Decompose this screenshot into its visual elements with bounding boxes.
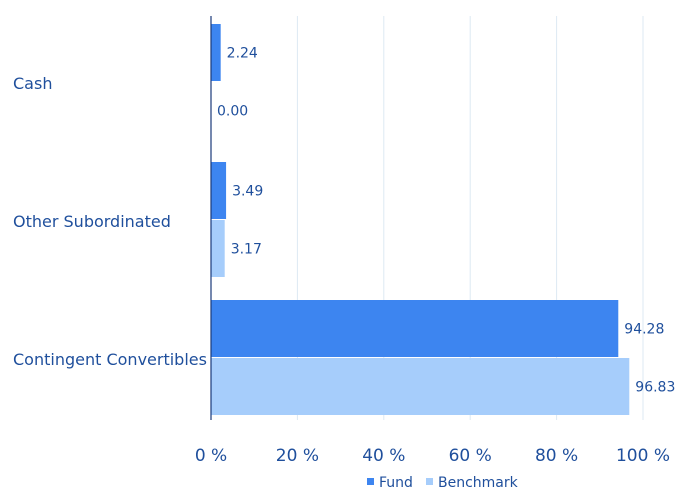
data-label: 3.17 bbox=[231, 242, 262, 258]
x-tick-label: 20 % bbox=[276, 446, 319, 466]
bar-fund-0 bbox=[211, 24, 221, 81]
x-tick-label: 60 % bbox=[449, 446, 492, 466]
bar-benchmark-2 bbox=[211, 358, 630, 415]
data-label: 2.24 bbox=[227, 46, 258, 62]
x-tick-label: 40 % bbox=[362, 446, 405, 466]
bar-benchmark-1 bbox=[211, 220, 225, 277]
legend-swatch-benchmark bbox=[426, 478, 433, 485]
bar-fund-1 bbox=[211, 162, 227, 219]
legend-label-fund: Fund bbox=[379, 475, 413, 491]
category-label: Cash bbox=[13, 74, 52, 93]
category-label: Other Subordinated bbox=[13, 212, 171, 231]
data-label: 96.83 bbox=[635, 380, 675, 396]
legend-swatch-fund bbox=[367, 478, 374, 485]
x-tick-label: 80 % bbox=[535, 446, 578, 466]
category-label: Contingent Convertibles bbox=[13, 350, 207, 369]
x-tick-label: 100 % bbox=[616, 446, 670, 466]
bar-fund-2 bbox=[211, 300, 619, 357]
x-tick-label: 0 % bbox=[195, 446, 227, 466]
data-label: 3.49 bbox=[232, 184, 263, 200]
data-label: 0.00 bbox=[217, 104, 248, 120]
data-label: 94.28 bbox=[624, 322, 664, 338]
legend-label-benchmark: Benchmark bbox=[438, 475, 519, 491]
